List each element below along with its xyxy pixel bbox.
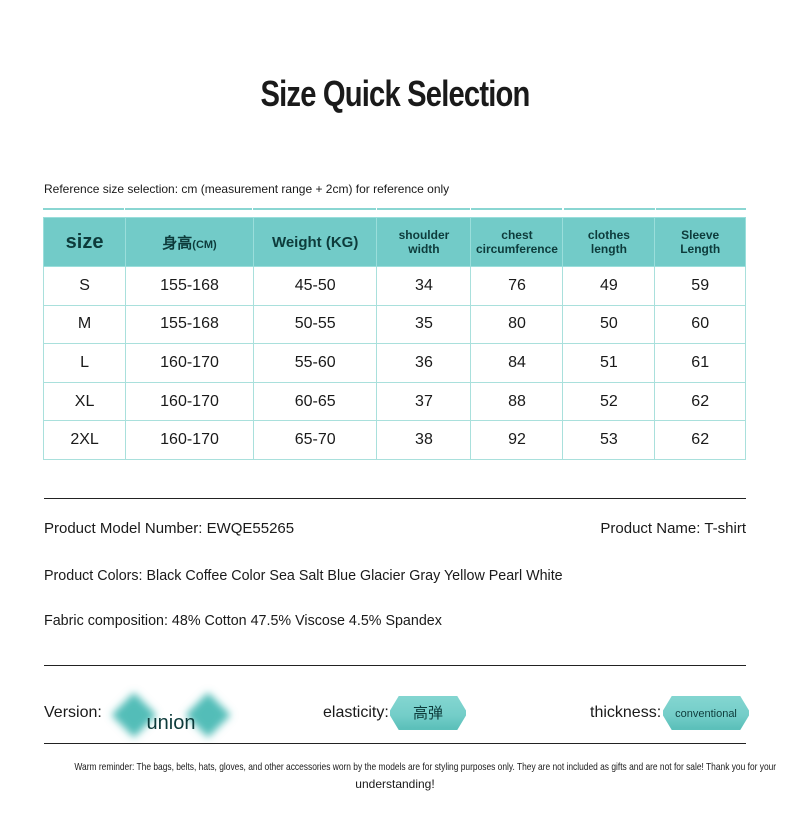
svg-text:高弹: 高弹	[413, 705, 443, 722]
svg-text:conventional: conventional	[675, 708, 737, 720]
svg-text:union: union	[147, 712, 196, 734]
